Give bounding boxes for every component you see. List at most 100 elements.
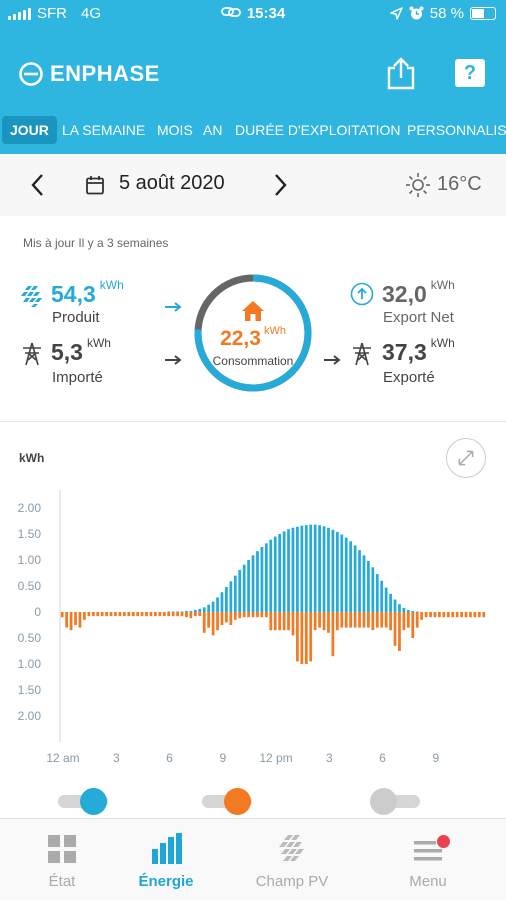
consumption-bar: [140, 612, 144, 617]
consumption-bar: [193, 612, 197, 617]
production-bar: [238, 569, 242, 612]
exported-unit: kWh: [430, 336, 455, 350]
consumption-bar: [389, 612, 392, 631]
selected-date[interactable]: 5 août 2020: [119, 172, 225, 194]
production-bar: [353, 545, 357, 612]
nav-menu-label: Menu: [409, 873, 447, 890]
export-net-unit: kWh: [430, 278, 455, 292]
network-type: 4G: [81, 5, 102, 22]
consumption-bar: [415, 612, 419, 628]
consumption-bar: [331, 612, 335, 657]
production-bar: [260, 547, 264, 612]
production-bar: [322, 526, 326, 612]
produced-unit: kWh: [99, 278, 124, 292]
production-bar: [167, 611, 171, 612]
consumption-bar: [469, 612, 472, 618]
consumption-bar: [335, 612, 339, 631]
consumption-bar: [318, 612, 321, 628]
production-bar: [296, 526, 299, 612]
bottom-navigation: État Énergie Champ PV Menu: [0, 818, 506, 900]
consumption-bar: [344, 612, 348, 628]
consumption-bar: [340, 612, 344, 628]
production-bar: [402, 607, 406, 612]
toggle-knob: [370, 788, 397, 815]
export-net-number: 32,0: [382, 281, 427, 307]
signal-icon: [8, 7, 31, 20]
consumption-bar: [251, 612, 255, 618]
nav-champ-pv[interactable]: Champ PV: [246, 819, 338, 900]
production-bar: [291, 527, 295, 612]
consumption-bar: [473, 612, 477, 618]
consumption-bar: [242, 612, 246, 618]
production-bar: [380, 580, 384, 612]
menu-icon: [414, 841, 442, 861]
battery-icon: [470, 7, 496, 20]
consumption-bar: [114, 612, 117, 617]
consumption-bar: [353, 612, 357, 628]
toggle-consumption[interactable]: [202, 788, 252, 815]
consumption-bar: [433, 612, 437, 618]
y-tick-label: 2.00: [18, 709, 42, 723]
consumption-bar: [371, 612, 375, 631]
consumption-bar: [358, 612, 361, 628]
section-divider: [0, 421, 506, 422]
last-updated: Mis à jour Il y a 3 semaines: [23, 236, 169, 250]
period-tabs: JOUR LA SEMAINE MOIS AN DURÉE D'EXPLOITA…: [0, 110, 506, 154]
consumption-bar: [260, 612, 264, 618]
tab-personnalise[interactable]: PERSONNALISÉ: [407, 122, 506, 138]
production-bar: [371, 567, 375, 612]
production-bar: [349, 541, 353, 612]
arrow-right-icon: [324, 355, 341, 365]
production-bar: [415, 611, 419, 612]
consumption-bar: [464, 612, 468, 618]
chevron-right-icon[interactable]: [270, 172, 290, 198]
consumption-bar: [238, 612, 242, 619]
consumption-bar: [264, 612, 268, 618]
consumption-bar: [482, 612, 486, 618]
consumption-bar: [162, 612, 166, 617]
consumption-bar: [216, 612, 219, 631]
tab-semaine[interactable]: LA SEMAINE: [62, 122, 146, 138]
production-bar: [180, 611, 184, 612]
produced-value: 54,3 kWh: [51, 278, 124, 308]
toggle-production[interactable]: [58, 788, 108, 815]
expand-icon[interactable]: [446, 438, 486, 478]
tab-jour[interactable]: JOUR: [2, 116, 57, 144]
tab-duree-exploitation[interactable]: DURÉE D'EXPLOITATION: [235, 122, 401, 138]
consumption-bar: [145, 612, 148, 617]
nav-etat[interactable]: État: [16, 819, 108, 900]
consumption-bar: [451, 612, 455, 618]
ring-graphic: [194, 274, 312, 392]
tab-an[interactable]: AN: [203, 122, 223, 138]
solar-panel-icon: [21, 286, 42, 307]
consumption-number: 22,3: [220, 327, 261, 350]
chevron-left-icon[interactable]: [28, 172, 48, 198]
x-tick-label: 6: [379, 751, 386, 765]
consumption-bar: [446, 612, 450, 618]
y-tick-label: 1.50: [18, 683, 42, 697]
toggle-battery[interactable]: [370, 788, 420, 815]
consumption-bar: [78, 612, 82, 628]
production-bar: [273, 536, 277, 612]
consumption-bar: [477, 612, 481, 618]
toggle-knob: [224, 788, 251, 815]
consumption-bar: [420, 612, 424, 620]
share-icon[interactable]: [386, 56, 416, 90]
consumption-bar: [278, 612, 282, 631]
consumption-bar: [300, 612, 304, 664]
calendar-icon[interactable]: [85, 175, 105, 195]
alarm-icon: [409, 6, 424, 20]
production-bar: [202, 607, 206, 612]
tab-mois[interactable]: MOIS: [157, 122, 193, 138]
x-tick-label: 3: [326, 751, 333, 765]
chart-y-unit: kWh: [19, 451, 45, 465]
nav-menu[interactable]: Menu: [382, 819, 474, 900]
consumption-label: Consommation: [212, 354, 294, 368]
help-icon[interactable]: ?: [455, 59, 485, 87]
consumption-bar: [287, 612, 290, 631]
production-bar: [269, 539, 273, 612]
app-header: ENPHASE ?: [0, 28, 506, 110]
consumption-bar: [176, 612, 179, 617]
nav-energie[interactable]: Énergie: [120, 819, 212, 900]
production-bar: [225, 587, 228, 612]
